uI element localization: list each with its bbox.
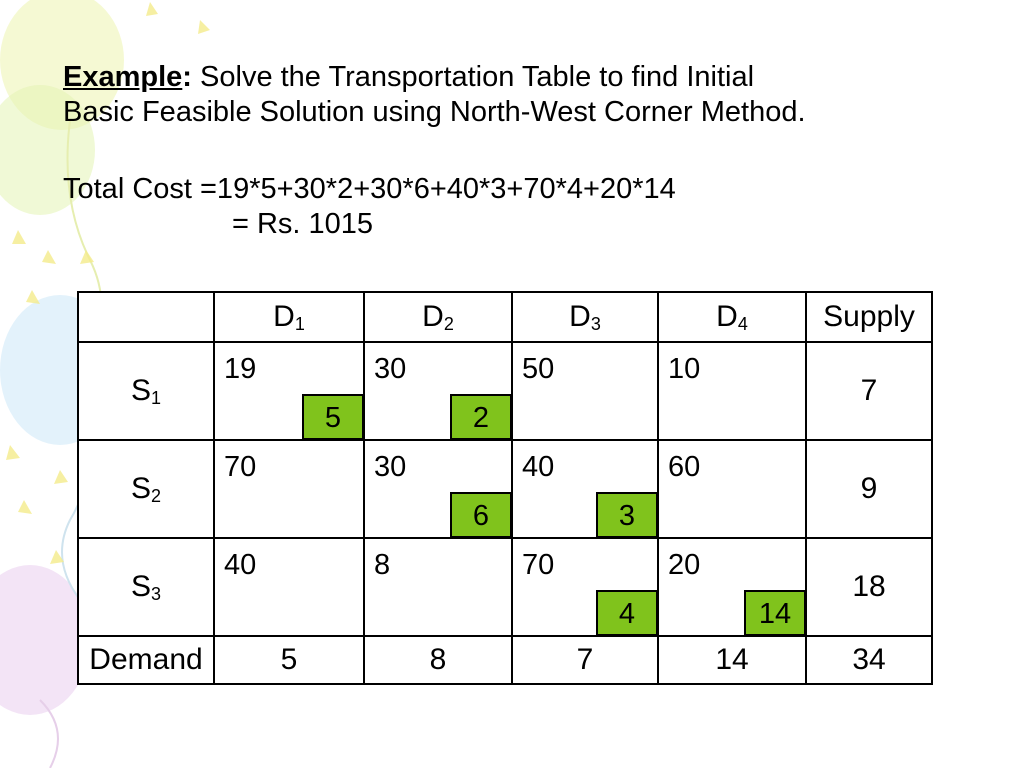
- heading-colon: :: [182, 61, 192, 93]
- total-cost-line2: = Rs. 1015: [232, 208, 374, 240]
- source-label: S3: [77, 537, 215, 637]
- allocation-box: 4: [596, 590, 658, 636]
- heading-text-line2: Basic Feasible Solution using North-West…: [63, 96, 806, 128]
- table-row: S1 19 5 30 2 50 10 7: [77, 341, 933, 441]
- total-value: 34: [805, 635, 933, 685]
- demand-row: Demand 5 8 7 14 34: [77, 635, 933, 685]
- supply-value: 9: [805, 439, 933, 539]
- unit-cost: 50: [522, 353, 555, 385]
- supply-value: 18: [805, 537, 933, 637]
- source-label: S1: [77, 341, 215, 441]
- demand-value: 8: [363, 635, 513, 685]
- header-row: D1 D2 D3 D4 Supply: [77, 291, 933, 343]
- cost-cell: 40: [213, 537, 365, 637]
- slide-heading: Example: Solve the Transportation Table …: [63, 60, 963, 130]
- cost-cell: 20 14: [657, 537, 807, 637]
- cost-cell: 19 5: [213, 341, 365, 441]
- demand-label: Demand: [77, 635, 215, 685]
- demand-value: 7: [511, 635, 659, 685]
- table-row: S3 40 8 70 4 20 14 18: [77, 537, 933, 637]
- destination-header: D2: [363, 291, 513, 343]
- cost-cell: 40 3: [511, 439, 659, 539]
- cost-cell: 50: [511, 341, 659, 441]
- unit-cost: 20: [668, 549, 701, 581]
- transportation-table: D1 D2 D3 D4 Supply S1 19 5 30 2 50 10 7 S2…: [77, 291, 933, 685]
- unit-cost: 40: [522, 451, 555, 483]
- corner-cell: [77, 291, 215, 343]
- supply-value: 7: [805, 341, 933, 441]
- unit-cost: 60: [668, 451, 701, 483]
- heading-text-line1: Solve the Transportation Table to find I…: [191, 61, 755, 93]
- allocation-box: 6: [450, 492, 512, 538]
- table-row: S2 70 30 6 40 3 60 9: [77, 439, 933, 539]
- total-cost-line1: Total Cost =19*5+30*2+30*6+40*3+70*4+20*…: [63, 173, 676, 205]
- cost-cell: 30 6: [363, 439, 513, 539]
- cost-cell: 70 4: [511, 537, 659, 637]
- allocation-box: 14: [744, 590, 806, 636]
- cost-cell: 30 2: [363, 341, 513, 441]
- unit-cost: 70: [224, 451, 257, 483]
- destination-header: D4: [657, 291, 807, 343]
- unit-cost: 10: [668, 353, 701, 385]
- cost-cell: 60: [657, 439, 807, 539]
- allocation-box: 3: [596, 492, 658, 538]
- unit-cost: 30: [374, 451, 407, 483]
- unit-cost: 30: [374, 353, 407, 385]
- unit-cost: 40: [224, 549, 257, 581]
- unit-cost: 19: [224, 353, 257, 385]
- demand-value: 14: [657, 635, 807, 685]
- unit-cost: 8: [374, 549, 391, 581]
- supply-header: Supply: [805, 291, 933, 343]
- allocation-box: 5: [302, 394, 364, 440]
- cost-cell: 10: [657, 341, 807, 441]
- allocation-box: 2: [450, 394, 512, 440]
- demand-value: 5: [213, 635, 365, 685]
- cost-cell: 8: [363, 537, 513, 637]
- destination-header: D3: [511, 291, 659, 343]
- unit-cost: 70: [522, 549, 555, 581]
- heading-label: Example: [63, 61, 183, 93]
- destination-header: D1: [213, 291, 365, 343]
- cost-cell: 70: [213, 439, 365, 539]
- source-label: S2: [77, 439, 215, 539]
